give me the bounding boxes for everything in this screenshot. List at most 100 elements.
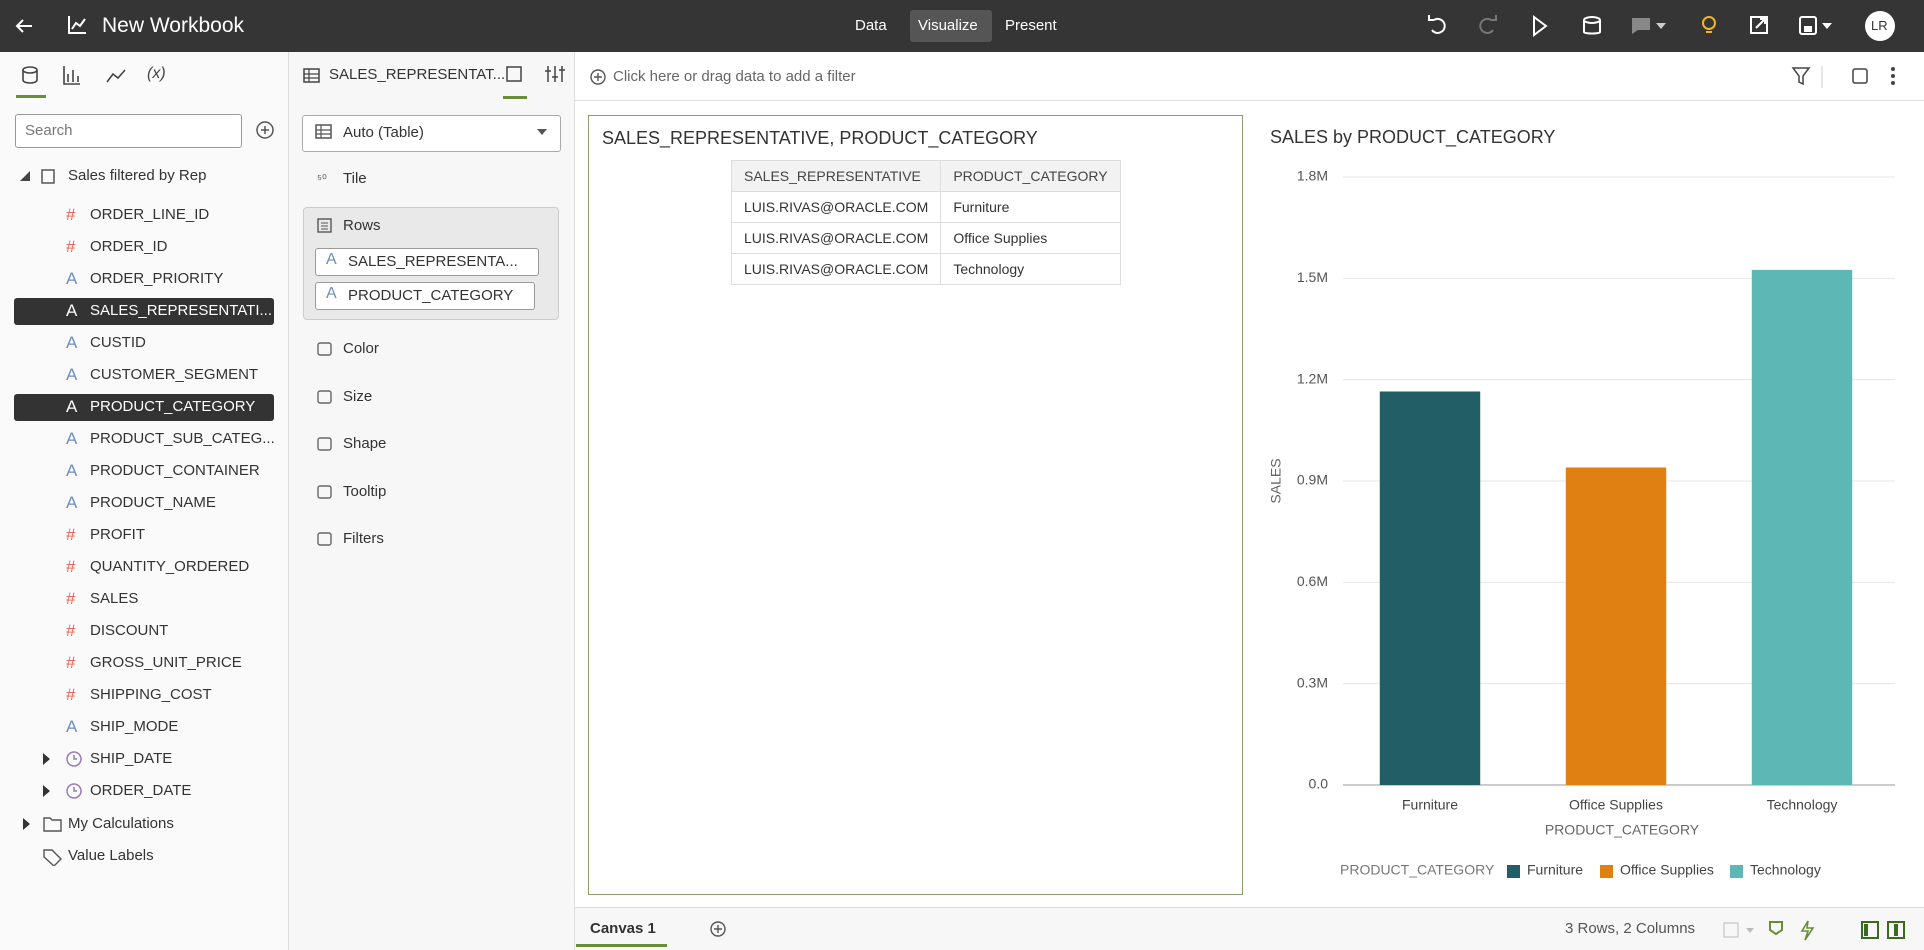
- grammar-section[interactable]: Tooltip: [343, 482, 387, 500]
- field[interactable]: PRODUCT_CATEGORY: [90, 398, 256, 415]
- auto-refresh[interactable]: [1800, 920, 1815, 941]
- auto-apply[interactable]: [1852, 68, 1868, 84]
- field-type-icon: A: [66, 301, 78, 320]
- table-cell: Office Supplies: [940, 222, 1121, 254]
- field[interactable]: GROSS_UNIT_PRICE: [90, 654, 242, 671]
- grammar-section[interactable]: Color: [343, 340, 379, 357]
- export[interactable]: [1750, 16, 1768, 34]
- workbook-title[interactable]: New Workbook: [102, 14, 244, 37]
- field-type-icon: A: [66, 269, 78, 288]
- field[interactable]: ORDER_PRIORITY: [90, 270, 224, 287]
- clock-hands: [73, 755, 77, 760]
- field-type-icon: #: [66, 653, 76, 672]
- clock-icon: [66, 751, 82, 767]
- expand-caret[interactable]: [43, 753, 50, 765]
- field[interactable]: PRODUCT_NAME: [90, 494, 216, 511]
- insights[interactable]: [1702, 16, 1716, 30]
- grammar-section[interactable]: Filters: [343, 530, 384, 547]
- folder-icon: [43, 817, 62, 832]
- data-refresh[interactable]: [1583, 16, 1601, 24]
- add-data-button[interactable]: [255, 120, 275, 140]
- section-icon: [317, 484, 332, 499]
- viz-type-dropdown[interactable]: [302, 115, 561, 152]
- field[interactable]: SALES: [90, 590, 139, 607]
- column-header[interactable]: SALES_REPRESENTATIVE: [730, 160, 942, 192]
- folder[interactable]: My Calculations: [68, 815, 174, 832]
- data-panel: [0, 52, 289, 950]
- menu-dot[interactable]: [1891, 67, 1895, 71]
- field-type-icon: #: [66, 525, 76, 544]
- mode-tab[interactable]: Visualize: [918, 17, 978, 34]
- table-row: LUIS.RIVAS@ORACLE.COM Office Supplies: [730, 222, 1121, 254]
- undo[interactable]: [1428, 15, 1446, 34]
- expand-caret[interactable]: [43, 785, 50, 797]
- data-action[interactable]: [1769, 921, 1783, 936]
- folder-icons: [23, 817, 62, 832]
- field[interactable]: DISCOUNT: [90, 622, 169, 639]
- layout[interactable]: [1723, 922, 1739, 938]
- properties-tab[interactable]: [545, 66, 565, 82]
- panel-left[interactable]: [1861, 921, 1879, 939]
- active-tab-underline: [16, 95, 46, 98]
- column-header[interactable]: PRODUCT_CATEGORY: [940, 160, 1121, 192]
- clock-hands: [73, 787, 77, 792]
- field[interactable]: SHIP_MODE: [90, 718, 179, 735]
- rows-icon: [317, 218, 332, 233]
- menu-dot[interactable]: [1891, 81, 1895, 85]
- mode-tab[interactable]: Data: [855, 17, 887, 34]
- folder-icons: [43, 849, 62, 866]
- dataset-name[interactable]: Sales filtered by Rep: [68, 167, 207, 184]
- filter-toggle[interactable]: [1791, 67, 1811, 86]
- field[interactable]: QUANTITY_ORDERED: [90, 558, 250, 575]
- grammar-section[interactable]: Shape: [343, 435, 387, 452]
- tile-section[interactable]: Tile: [343, 170, 367, 187]
- rows-label: Rows: [343, 217, 381, 234]
- comments[interactable]: [1632, 18, 1650, 34]
- save-slot: [1804, 26, 1812, 32]
- tile-icon: ⁵⁰: [317, 172, 327, 186]
- field[interactable]: PRODUCT_SUB_CATEG...: [90, 430, 275, 447]
- grammar-tab-underline: [503, 96, 527, 99]
- grammar-tab[interactable]: [506, 66, 522, 82]
- field[interactable]: CUSTOMER_SEGMENT: [90, 366, 259, 383]
- save[interactable]: [1799, 16, 1817, 35]
- menu-dot[interactable]: [1891, 74, 1895, 78]
- expand-caret[interactable]: [23, 818, 30, 830]
- folder[interactable]: Value Labels: [68, 847, 154, 864]
- panel-right[interactable]: [1887, 921, 1905, 939]
- comments-menu[interactable]: [1656, 23, 1666, 29]
- filter-bar[interactable]: [575, 52, 1924, 101]
- grammar-tabs: [503, 66, 565, 99]
- field[interactable]: SHIPPING_COST: [90, 686, 212, 703]
- row-pill[interactable]: [315, 248, 539, 276]
- row-pill[interactable]: [315, 282, 535, 310]
- data-tab[interactable]: [22, 66, 38, 74]
- calc-tab[interactable]: (x): [147, 65, 166, 82]
- search-box[interactable]: [15, 114, 242, 148]
- field[interactable]: SALES_REPRESENTATI...: [90, 302, 272, 319]
- grammar-section[interactable]: Size: [343, 387, 373, 405]
- field[interactable]: ORDER_DATE: [90, 782, 192, 799]
- field[interactable]: CUSTID: [90, 334, 146, 351]
- section-icon: [317, 532, 332, 546]
- row-pill-label: PRODUCT_CATEGORY: [348, 287, 514, 304]
- data-refresh-body: [1583, 20, 1601, 35]
- preview[interactable]: [1533, 15, 1548, 37]
- field[interactable]: PROFIT: [90, 526, 145, 543]
- field[interactable]: PRODUCT_CONTAINER: [90, 462, 260, 479]
- dataset-icons: [20, 169, 55, 184]
- analytics-tab[interactable]: [106, 69, 126, 83]
- avatar[interactable]: [1865, 11, 1895, 41]
- viz-tab[interactable]: [63, 66, 80, 85]
- field-type-icon: #: [66, 205, 76, 224]
- canvas-tab[interactable]: Canvas 1: [590, 920, 656, 937]
- add-canvas[interactable]: [708, 919, 728, 939]
- field[interactable]: ORDER_LINE_ID: [90, 206, 210, 223]
- layout-menu[interactable]: [1746, 928, 1754, 933]
- redo[interactable]: [1479, 15, 1497, 34]
- back-button[interactable]: [12, 14, 36, 38]
- save-menu[interactable]: [1822, 23, 1832, 29]
- field[interactable]: SHIP_DATE: [90, 750, 173, 767]
- field[interactable]: ORDER_ID: [90, 238, 168, 255]
- mode-tab[interactable]: Present: [1005, 17, 1057, 34]
